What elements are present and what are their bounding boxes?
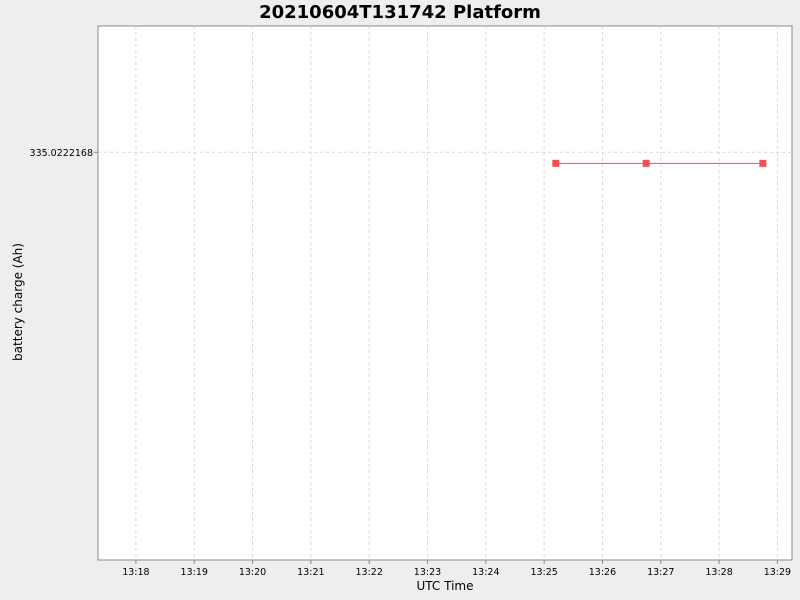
- x-axis-ticks: 13:18 13:19 13:20 13:21 13:22 13:23 13:24 13:25…: [122, 560, 791, 578]
- data-point: [642, 159, 650, 167]
- x-tick-label: 13:26: [589, 567, 616, 578]
- plot-area: [97, 25, 793, 561]
- x-tick-label: 13:20: [239, 567, 266, 578]
- x-tick-label: 13:21: [297, 567, 324, 578]
- x-tick-label: 13:23: [414, 567, 441, 578]
- chart-title: 20210604T131742 Platform: [259, 2, 541, 23]
- x-gridlines: [135, 26, 778, 560]
- y-axis-ticks: 335.0222168: [30, 148, 98, 159]
- x-tick-label: 13:19: [181, 567, 208, 578]
- y-tick-label: 335.0222168: [30, 148, 93, 159]
- data-point: [759, 159, 767, 167]
- x-axis-label: UTC Time: [417, 579, 474, 593]
- x-tick-label: 13:18: [122, 567, 149, 578]
- x-tick-label: 13:22: [355, 567, 382, 578]
- series-group: [552, 159, 767, 167]
- x-tick-label: 13:27: [647, 567, 674, 578]
- x-tick-label: 13:29: [764, 567, 791, 578]
- x-tick-label: 13:24: [472, 567, 499, 578]
- x-tick-label: 13:28: [705, 567, 732, 578]
- data-point: [552, 159, 560, 167]
- x-tick-label: 13:25: [530, 567, 557, 578]
- y-axis-label: battery charge (Ah): [11, 243, 25, 361]
